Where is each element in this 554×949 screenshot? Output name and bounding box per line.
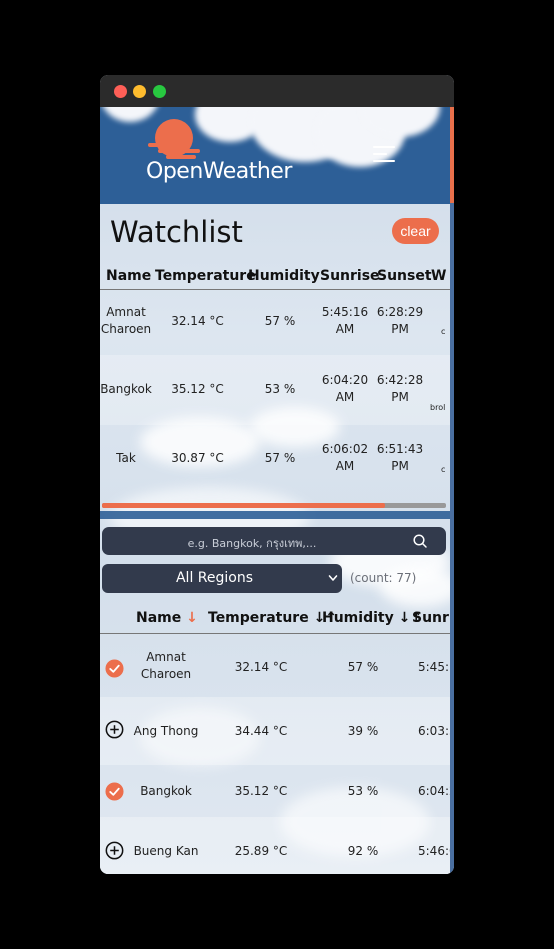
sunset-ampm: PM [391, 322, 409, 336]
table-row[interactable]: Amnat Charoen 32.14 °C 57 % 5:45:1 [100, 635, 450, 697]
sunset-value: 6:51:43 [376, 442, 424, 456]
watchlist-horizontal-scrollbar[interactable] [102, 503, 446, 508]
weather-value: c [441, 465, 446, 474]
app-window: OpenWeather Watchlist clear Name Tempera… [100, 75, 454, 874]
humidity-value: 39 % [347, 724, 379, 738]
sunrise-ampm: AM [335, 390, 355, 404]
sunrise-value: 5:46:0 [418, 844, 450, 858]
humidity-value: 92 % [347, 844, 379, 858]
temperature-value: 30.87 °C [171, 451, 224, 465]
temperature-value: 32.14 °C [234, 660, 288, 674]
city-name: Bueng Kan [133, 844, 199, 858]
minimize-window-button[interactable] [133, 85, 146, 98]
window-titlebar [100, 75, 454, 107]
sort-by-temperature[interactable]: Temperature ↓↑ [208, 610, 337, 626]
sunset-value: 6:28:29 [376, 305, 424, 319]
watchlist-table-header: Name Temperature Humidity Sunrise Sunset… [100, 262, 450, 290]
watchlist-table: Name Temperature Humidity Sunrise Sunset… [100, 262, 450, 502]
humidity-value: 57 % [264, 314, 296, 328]
sunrise-value: 5:45:1 [418, 660, 450, 674]
humidity-value: 53 % [347, 784, 379, 798]
weather-value: brol [430, 403, 446, 412]
scrollbar-thumb[interactable] [450, 107, 454, 203]
temperature-value: 34.44 °C [234, 724, 288, 738]
column-header-name: Name [106, 268, 152, 284]
city-name: Bangkok [140, 784, 192, 798]
column-header-weather: W [431, 268, 447, 284]
city-count: (count: 77) [350, 571, 417, 585]
temperature-value: 35.12 °C [171, 382, 224, 396]
sunrise-value: 6:03:3 [418, 724, 450, 738]
watchlist-row[interactable]: Amnat Charoen 32.14 °C 57 % 5:45:16 AM 6:2… [100, 291, 450, 355]
watchlist-title: Watchlist [110, 215, 243, 249]
app-header: OpenWeather [100, 107, 450, 204]
column-header-sunset: Sunset [377, 268, 432, 284]
sunset-ampm: PM [391, 390, 409, 404]
sort-by-humidity[interactable]: Humidity ↓↑ [322, 610, 422, 626]
sunrise-value: 6:04:20 [321, 373, 369, 387]
maximize-window-button[interactable] [153, 85, 166, 98]
chevron-down-icon [328, 575, 338, 581]
search-input[interactable]: e.g. Bangkok, กรุงเทพ,... [102, 527, 446, 555]
table-row[interactable]: Bangkok 35.12 °C 53 % 6:04:2 [100, 765, 450, 817]
city-name: Amnat [146, 650, 186, 664]
search-placeholder: e.g. Bangkok, กรุงเทพ,... [187, 537, 317, 550]
city-name: Tak [116, 451, 136, 465]
sort-arrow-down-icon: ↓ [186, 610, 198, 626]
temperature-value: 35.12 °C [234, 784, 288, 798]
city-name-cont: Charoen [140, 667, 192, 681]
humidity-value: 57 % [264, 451, 296, 465]
close-window-button[interactable] [114, 85, 127, 98]
sunset-ampm: PM [391, 459, 409, 473]
cities-table: Name ↓ Temperature ↓↑ Humidity ↓↑ Sunri … [100, 604, 450, 874]
column-header-temperature: Temperature [155, 268, 256, 284]
table-row[interactable]: Ang Thong 34.44 °C 39 % 6:03:3 [100, 697, 450, 765]
watchlist-row[interactable]: Tak 30.87 °C 57 % 6:06:02 AM 6:51:43 PM c [100, 425, 450, 495]
column-header-temperature: Temperature [208, 610, 309, 626]
add-to-watchlist-button[interactable] [105, 841, 124, 860]
temperature-value: 25.89 °C [234, 844, 288, 858]
column-header-sunrise: Sunrise [320, 268, 380, 284]
cities-table-header: Name ↓ Temperature ↓↑ Humidity ↓↑ Sunri [100, 604, 450, 634]
logo-text: OpenWeather [146, 159, 292, 184]
add-to-watchlist-button[interactable] [105, 720, 124, 739]
city-name-cont: Charoen [100, 322, 152, 336]
sort-toggle-icon: ↓↑ [398, 610, 423, 626]
divider [100, 511, 450, 519]
sort-by-name[interactable]: Name ↓ [136, 610, 198, 626]
sunrise-value: 5:45:16 [321, 305, 369, 319]
temperature-value: 32.14 °C [171, 314, 224, 328]
openweather-logo[interactable]: OpenWeather [146, 117, 296, 197]
city-name: Amnat [106, 305, 146, 319]
humidity-value: 57 % [347, 660, 379, 674]
sunset-value: 6:42:28 [376, 373, 424, 387]
sunrise-ampm: AM [335, 322, 355, 336]
sunrise-value: 6:06:02 [321, 442, 369, 456]
column-header-humidity: Humidity [322, 610, 394, 626]
table-row[interactable]: Bueng Kan 25.89 °C 92 % 5:46:0 [100, 817, 450, 874]
humidity-value: 53 % [264, 382, 296, 396]
page-vertical-scrollbar[interactable] [450, 107, 454, 874]
scrollbar-thumb[interactable] [102, 503, 385, 508]
remove-from-watchlist-button[interactable] [105, 782, 124, 801]
sunrise-value: 6:04:2 [418, 784, 450, 798]
column-header-sunrise[interactable]: Sunri [412, 610, 450, 626]
sunrise-ampm: AM [335, 459, 355, 473]
page-content: OpenWeather Watchlist clear Name Tempera… [100, 107, 450, 874]
watchlist-row[interactable]: Bangkok 35.12 °C 53 % 6:04:20 AM 6:42:28 P… [100, 355, 450, 425]
weather-value: c [441, 327, 446, 336]
column-header-humidity: Humidity [248, 268, 320, 284]
clear-watchlist-button[interactable]: clear [392, 218, 439, 244]
city-name: Bangkok [100, 382, 152, 396]
column-header-name: Name [136, 610, 182, 626]
remove-from-watchlist-button[interactable] [105, 659, 124, 678]
region-selected-value: All Regions [175, 570, 254, 586]
search-icon[interactable] [412, 533, 428, 549]
hamburger-menu-icon[interactable] [373, 146, 397, 166]
city-name: Ang Thong [133, 724, 199, 738]
sort-toggle-icon: ↓↑ [313, 610, 338, 626]
region-select[interactable]: All Regions [102, 564, 342, 593]
